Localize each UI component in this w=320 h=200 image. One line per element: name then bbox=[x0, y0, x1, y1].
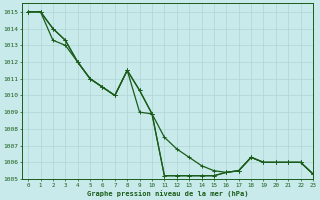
X-axis label: Graphe pression niveau de la mer (hPa): Graphe pression niveau de la mer (hPa) bbox=[87, 190, 248, 197]
